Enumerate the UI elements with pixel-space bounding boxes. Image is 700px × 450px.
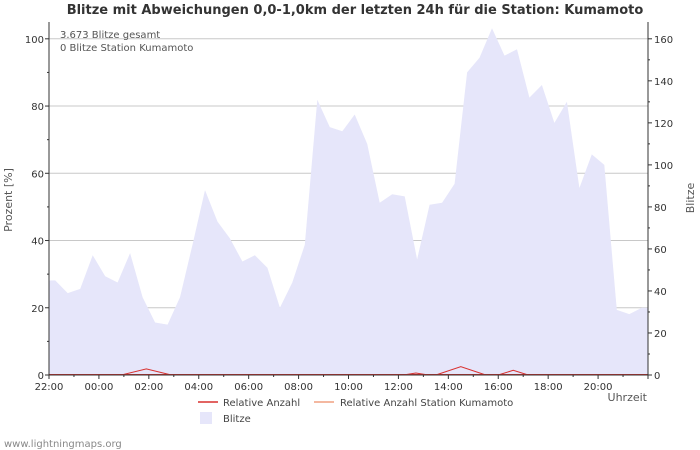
y-left-ticks: 0 20 40 60 80 100 <box>25 35 49 382</box>
x-ticks: 22:00 00:00 02:00 04:00 06:00 08:00 10:00 12:00… <box>35 375 649 393</box>
x-tick-label: 20:00 <box>584 382 613 393</box>
y-right-tick-label: 0 <box>654 371 660 382</box>
series-relative-anzahl-peak <box>435 366 486 376</box>
y-right-tick-label: 160 <box>654 35 673 46</box>
series-blitze-area <box>49 28 648 376</box>
x-tick-label: 00:00 <box>85 382 114 393</box>
y-right-tick-label: 60 <box>654 245 667 256</box>
y-left-tick-label: 0 <box>38 371 44 382</box>
y-right-tick-label: 80 <box>654 203 667 214</box>
y-right-tick-label: 120 <box>654 119 673 130</box>
x-tick-label: 02:00 <box>134 382 163 393</box>
y-right-tick-label: 100 <box>654 161 673 172</box>
y-left-tick-label: 20 <box>31 304 44 315</box>
info-station-strikes: 0 Blitze Station Kumamoto <box>60 43 193 54</box>
series-relative-anzahl-peak <box>403 372 429 376</box>
x-tick-label: 18:00 <box>534 382 563 393</box>
legend: Relative Anzahl Relative Anzahl Station … <box>198 398 513 425</box>
legend-swatch-blitze <box>200 412 212 424</box>
x-tick-label: 22:00 <box>35 382 64 393</box>
y-right-tick-label: 20 <box>654 329 667 340</box>
y-right-tick-label: 140 <box>654 77 673 88</box>
x-tick-label: 14:00 <box>434 382 463 393</box>
info-total-strikes: 3.673 Blitze gesamt <box>60 30 160 41</box>
chart-title: Blitze mit Abweichungen 0,0-1,0km der le… <box>67 3 644 18</box>
legend-label-station: Relative Anzahl Station Kumamoto <box>340 398 513 409</box>
x-axis-label: Uhrzeit <box>608 391 648 404</box>
y-right-axis-label: Blitze <box>684 183 697 214</box>
y-left-tick-label: 40 <box>31 237 44 248</box>
y-left-tick-label: 80 <box>31 102 44 113</box>
x-tick-label: 04:00 <box>184 382 213 393</box>
y-left-axis-label: Prozent [%] <box>2 168 15 232</box>
series-relative-anzahl-peak <box>498 369 529 376</box>
y-right-tick-label: 40 <box>654 287 667 298</box>
y-left-tick-label: 60 <box>31 169 44 180</box>
x-tick-label: 08:00 <box>284 382 313 393</box>
x-tick-label: 12:00 <box>384 382 413 393</box>
x-tick-label: 16:00 <box>484 382 513 393</box>
x-tick-label: 06:00 <box>234 382 263 393</box>
plot-series <box>49 28 648 376</box>
y-left-tick-label: 100 <box>25 35 44 46</box>
series-relative-anzahl-peak <box>121 368 172 376</box>
y-right-ticks: 0 20 40 60 80 100 120 140 160 <box>648 35 673 382</box>
x-tick-label: 10:00 <box>334 382 363 393</box>
legend-label-blitze: Blitze <box>223 414 251 425</box>
footer-source: www.lightningmaps.org <box>4 439 122 450</box>
legend-label-relative-anzahl: Relative Anzahl <box>223 398 300 409</box>
